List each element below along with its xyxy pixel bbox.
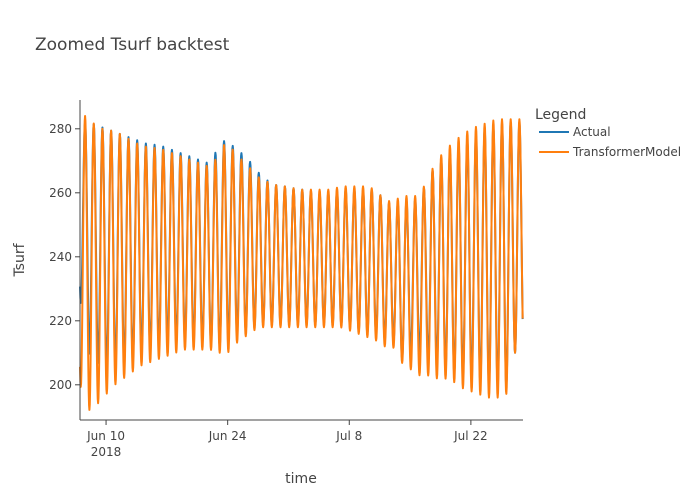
x-tick-label: Jun 10	[86, 429, 125, 443]
y-tick-label: 280	[49, 122, 72, 136]
legend-item-actual[interactable]: Actual	[539, 125, 611, 139]
y-tick-label: 240	[49, 250, 72, 264]
y-ticks: 200 220 240 260 280	[49, 122, 80, 392]
x-tick-label: Jun 24	[208, 429, 247, 443]
x-ticks: Jun 10 2018 Jun 24 Jul 8 Jul 22	[86, 420, 488, 459]
x-tick-label: Jul 22	[453, 429, 488, 443]
y-tick-label: 260	[49, 186, 72, 200]
y-tick-label: 200	[49, 378, 72, 392]
plot-area: 200 220 240 260 280 Jun 10 2018 Jun 24 Jul 8 Jul…	[49, 100, 524, 459]
legend-item-transformermodel[interactable]: TransformerModel	[539, 145, 681, 159]
legend-label-actual: Actual	[573, 125, 611, 139]
y-tick-label: 220	[49, 314, 72, 328]
series-layer	[79, 115, 524, 411]
legend-title: Legend	[535, 107, 586, 123]
x-axis-label: time	[285, 471, 317, 487]
chart-title: Zoomed Tsurf backtest	[35, 35, 230, 55]
x-tick-year-label: 2018	[91, 445, 122, 459]
x-tick-label: Jul 8	[335, 429, 362, 443]
series-line-transformermodel	[79, 115, 524, 411]
legend-label-transformermodel: TransformerModel	[572, 145, 681, 159]
legend: Legend Actual TransformerModel	[535, 107, 681, 159]
y-axis-label: Tsurf	[12, 242, 28, 277]
